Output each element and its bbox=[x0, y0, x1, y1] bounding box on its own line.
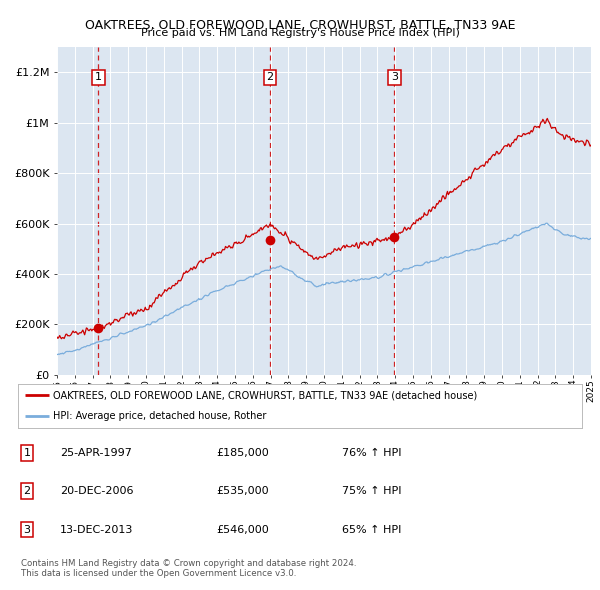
Text: 20-DEC-2006: 20-DEC-2006 bbox=[60, 486, 133, 496]
Text: 25-APR-1997: 25-APR-1997 bbox=[60, 448, 132, 458]
Text: 1: 1 bbox=[95, 73, 102, 83]
Text: This data is licensed under the Open Government Licence v3.0.: This data is licensed under the Open Gov… bbox=[21, 569, 296, 578]
Text: 1: 1 bbox=[23, 448, 31, 458]
Text: HPI: Average price, detached house, Rother: HPI: Average price, detached house, Roth… bbox=[53, 411, 266, 421]
Text: Contains HM Land Registry data © Crown copyright and database right 2024.: Contains HM Land Registry data © Crown c… bbox=[21, 559, 356, 568]
Text: 76% ↑ HPI: 76% ↑ HPI bbox=[342, 448, 401, 458]
Text: 13-DEC-2013: 13-DEC-2013 bbox=[60, 525, 133, 535]
Text: 2: 2 bbox=[23, 486, 31, 496]
Text: 65% ↑ HPI: 65% ↑ HPI bbox=[342, 525, 401, 535]
Text: £535,000: £535,000 bbox=[216, 486, 269, 496]
Text: OAKTREES, OLD FOREWOOD LANE, CROWHURST, BATTLE, TN33 9AE: OAKTREES, OLD FOREWOOD LANE, CROWHURST, … bbox=[85, 19, 515, 32]
Text: 2: 2 bbox=[266, 73, 274, 83]
Text: Price paid vs. HM Land Registry's House Price Index (HPI): Price paid vs. HM Land Registry's House … bbox=[140, 28, 460, 38]
Text: 3: 3 bbox=[391, 73, 398, 83]
Text: £546,000: £546,000 bbox=[216, 525, 269, 535]
Text: OAKTREES, OLD FOREWOOD LANE, CROWHURST, BATTLE, TN33 9AE (detached house): OAKTREES, OLD FOREWOOD LANE, CROWHURST, … bbox=[53, 391, 477, 401]
Text: £185,000: £185,000 bbox=[216, 448, 269, 458]
Text: 75% ↑ HPI: 75% ↑ HPI bbox=[342, 486, 401, 496]
Text: 3: 3 bbox=[23, 525, 31, 535]
